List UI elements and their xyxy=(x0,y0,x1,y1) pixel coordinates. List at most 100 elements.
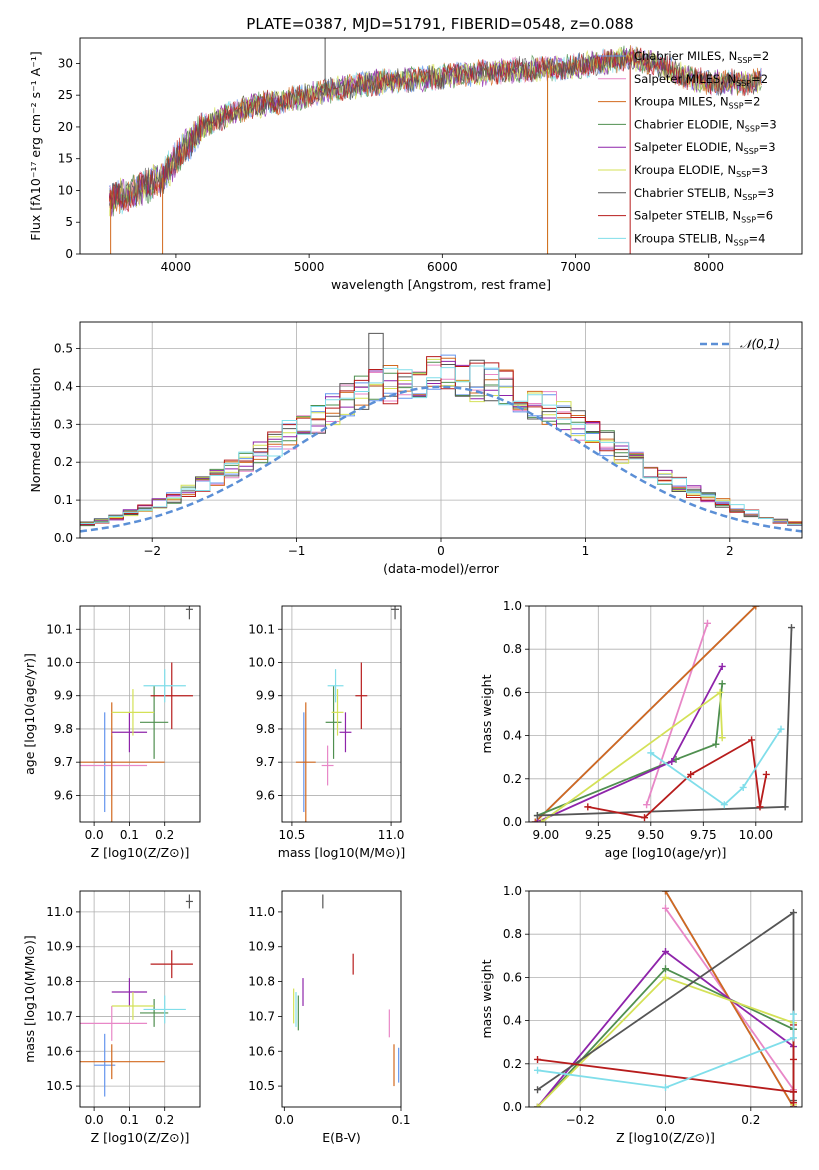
y-tick-label: 0.1 xyxy=(54,493,73,507)
legend-label-sub: SSP xyxy=(737,56,752,65)
legend-label-tail: =4 xyxy=(749,231,766,245)
weight-marker-1 xyxy=(662,904,669,912)
y-tick-label: 10.1 xyxy=(46,622,73,636)
y-axis-label: Normed distribution xyxy=(28,368,43,493)
weight-marker-3 xyxy=(662,965,669,973)
plot-area xyxy=(80,894,193,1097)
x-axis-label: E(B-V) xyxy=(322,1130,361,1145)
plot-area xyxy=(531,606,795,822)
weight-marker-8 xyxy=(777,725,785,733)
legend-label-main: Salpeter STELIB, N xyxy=(634,209,741,223)
y-tick-label: 10.6 xyxy=(248,1044,275,1058)
x-axis-label: mass [log10(M/M⊙)] xyxy=(278,845,406,860)
y-tick-label: 20 xyxy=(58,120,73,134)
mass-vs-extinction-panel: 0.0 0.1 10.5 10.6 10.7 10.8 10.9 11.0 E(B-V) xyxy=(248,890,411,1145)
legend-label-sub: SSP xyxy=(741,216,756,225)
weight-marker-6 xyxy=(781,803,789,811)
y-tick-label: 10.8 xyxy=(46,975,73,989)
legend-label-tail: =2 xyxy=(752,49,769,63)
legend-label-tail: =2 xyxy=(751,72,768,86)
x-tick-label: 11.0 xyxy=(378,828,405,842)
legend-label: Salpeter STELIB, NSSP=6 xyxy=(634,209,773,225)
weight-line-6 xyxy=(537,627,793,817)
x-tick-label: 0.1 xyxy=(391,1113,410,1127)
weight-marker-8 xyxy=(739,783,747,791)
y-tick-label: 0.3 xyxy=(54,417,73,431)
weight-marker-6 xyxy=(533,812,541,820)
weight-line-3 xyxy=(537,683,724,817)
weight-marker-1 xyxy=(643,801,651,809)
x-tick-label: 0.0 xyxy=(85,828,104,842)
legend-label: Kroupa MILES, NSSP=2 xyxy=(634,95,760,111)
plot-area xyxy=(108,38,762,254)
axes-frame xyxy=(281,890,402,1108)
y-tick-label: 10.6 xyxy=(46,1044,73,1058)
legend-label-sub: SSP xyxy=(744,147,759,156)
y-tick-label: 10.5 xyxy=(248,1079,275,1093)
y-tick-label: 10.5 xyxy=(46,1079,73,1093)
legend-label-tail: =6 xyxy=(756,209,773,223)
weight-marker-6 xyxy=(789,909,797,917)
y-tick-label: 0.4 xyxy=(54,379,73,393)
x-tick-label: 0.0 xyxy=(275,1113,294,1127)
y-tick-label: 10.0 xyxy=(248,655,275,669)
weight-marker-8 xyxy=(720,801,728,809)
weight-line-1 xyxy=(645,623,709,805)
weight-marker-7 xyxy=(789,1099,797,1107)
weight-line-7 xyxy=(537,1024,795,1103)
axes-frame xyxy=(281,605,402,823)
weight-marker-8 xyxy=(789,1034,797,1042)
x-tick-label: −2 xyxy=(143,544,161,558)
x-tick-label: 0.0 xyxy=(656,1113,675,1127)
plot-area xyxy=(295,606,400,822)
figure-title: PLATE=0387, MJD=51791, FIBERID=0548, z=0… xyxy=(246,15,633,33)
y-axis-label: mass [log10(M/M⊙)] xyxy=(22,935,37,1063)
legend-label-tail: =2 xyxy=(744,95,761,109)
y-tick-label: 15 xyxy=(58,152,73,166)
plot-area xyxy=(80,606,193,822)
weight-marker-7 xyxy=(534,1055,542,1063)
x-axis-label: (data-model)/error xyxy=(383,561,500,576)
weight-vs-metallicity-panel: −0.2 0.0 0.2 0.0 0.2 0.4 0.6 0.8 1.0 Z [log10(Z/Z… xyxy=(479,884,803,1145)
x-tick-label: 8000 xyxy=(693,260,724,274)
normal-curve xyxy=(80,385,802,533)
weight-marker-2 xyxy=(531,818,539,822)
x-tick-label: 10.5 xyxy=(279,828,306,842)
x-tick-label: 0.2 xyxy=(155,1113,174,1127)
weight-marker-7 xyxy=(789,1088,797,1096)
legend-label-tail: =3 xyxy=(759,140,776,154)
y-tick-label: 1.0 xyxy=(503,599,522,613)
weight-line-4 xyxy=(537,666,723,822)
legend-label-main: Kroupa STELIB, N xyxy=(634,231,734,245)
legend-label-tail: =3 xyxy=(760,117,777,131)
weight-line-8 xyxy=(537,1014,795,1089)
y-tick-label: 25 xyxy=(58,88,73,102)
legend-label-main: Kroupa MILES, N xyxy=(634,95,729,109)
y-tick-label: 5 xyxy=(65,215,73,229)
y-tick-label: 9.9 xyxy=(256,689,275,703)
x-axis-label: Z [log10(Z/Z⊙)] xyxy=(616,1130,715,1145)
y-axis-label: Flux [fλ10⁻¹⁷ erg cm⁻² s⁻¹ A⁻¹] xyxy=(28,51,43,240)
weight-marker-7 xyxy=(748,736,756,744)
weight-marker-7 xyxy=(756,803,764,811)
weight-marker-5 xyxy=(662,973,669,981)
y-tick-label: 10.9 xyxy=(248,940,275,954)
x-tick-label: 10.00 xyxy=(739,828,773,842)
y-tick-label: 9.8 xyxy=(54,722,73,736)
normal-legend-label: 𝒩(0,1) xyxy=(740,337,780,351)
weight-line-8 xyxy=(650,728,782,806)
legend-label-sub: SSP xyxy=(736,170,751,179)
weight-line-5 xyxy=(541,690,724,822)
x-axis-label: Z [log10(Z/Z⊙)] xyxy=(91,1130,190,1145)
legend-label-sub: SSP xyxy=(742,193,757,202)
weight-marker-4 xyxy=(668,758,676,766)
y-tick-label: 0 xyxy=(65,247,73,261)
weight-marker-3 xyxy=(712,740,720,748)
legend-label-tail: =3 xyxy=(757,186,774,200)
y-tick-label: 10.0 xyxy=(46,655,73,669)
y-tick-label: 10.9 xyxy=(46,940,73,954)
y-tick-label: 9.6 xyxy=(54,788,73,802)
weight-marker-3 xyxy=(718,680,726,688)
weight-marker-8 xyxy=(662,1084,669,1092)
weight-marker-8 xyxy=(789,1010,797,1018)
